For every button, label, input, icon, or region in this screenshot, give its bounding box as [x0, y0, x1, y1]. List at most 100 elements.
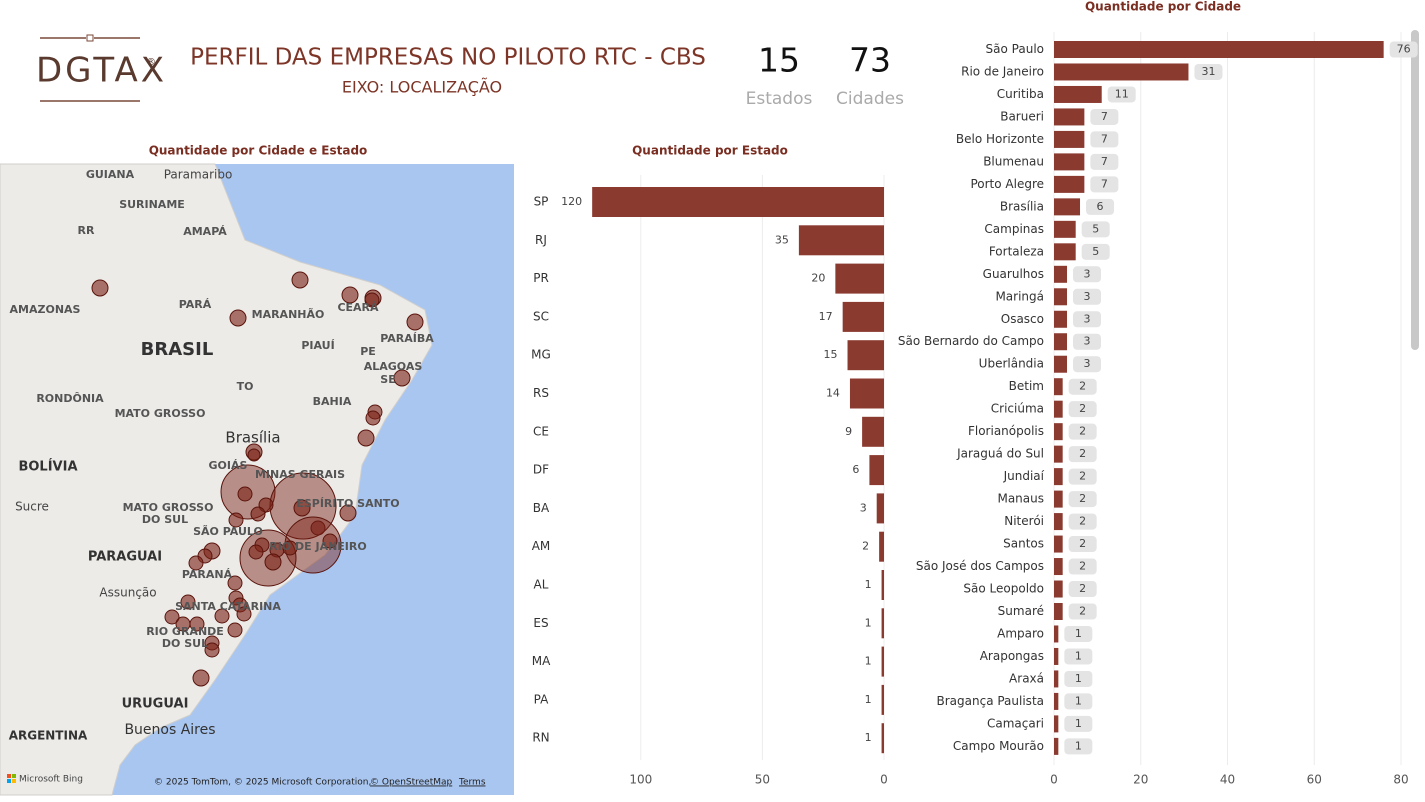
- data-label: 7: [1101, 177, 1108, 190]
- bar: [1054, 737, 1059, 755]
- y-tick-label: Maringá: [995, 289, 1044, 303]
- bar: [1054, 310, 1068, 328]
- data-label-badge: [1090, 108, 1119, 125]
- map-title: Quantidade por Cidade e Estado: [149, 144, 368, 158]
- data-label-badge: [1068, 581, 1097, 598]
- bar: [835, 263, 884, 294]
- data-label-badge: [1090, 153, 1119, 170]
- data-label: 3: [1084, 357, 1091, 370]
- map-label: AMAZONAS: [10, 303, 81, 316]
- map-label: BAHIA: [313, 395, 352, 408]
- map-bubble: [293, 499, 311, 517]
- map-label: BRASIL: [141, 339, 214, 360]
- bar: [1054, 378, 1063, 396]
- y-tick-label: Arapongas: [980, 649, 1044, 663]
- map-label: URUGUAI: [122, 697, 189, 712]
- data-label: 1: [1075, 649, 1082, 662]
- data-label: 3: [1084, 312, 1091, 325]
- data-label-badge: [1068, 603, 1097, 620]
- map-attribution-link[interactable]: Terms: [458, 778, 486, 788]
- data-label: 15: [824, 348, 838, 361]
- map-label: GOIÁS: [209, 459, 248, 472]
- bar: [876, 493, 884, 524]
- map-bubble: [248, 544, 264, 560]
- bar: [879, 531, 884, 562]
- data-label-badge: [1090, 176, 1119, 193]
- map-bubble: [227, 575, 243, 591]
- map-bubble: [322, 533, 338, 549]
- y-tick-label: Guarulhos: [983, 267, 1044, 281]
- bar: [881, 608, 884, 639]
- scrollbar[interactable]: [1411, 30, 1419, 350]
- data-label-badge: [1064, 693, 1093, 710]
- bar: [1054, 85, 1102, 103]
- chart-title: Quantidade por Cidade: [1085, 0, 1241, 14]
- bar: [881, 723, 884, 754]
- map-bubble: [339, 504, 357, 522]
- map-label: RIO GRANDE: [146, 625, 224, 638]
- map-label: DO SUL: [142, 513, 188, 526]
- map-attribution: © 2025 TomTom, © 2025 Microsoft Corporat…: [154, 778, 371, 788]
- data-label-badge: [1073, 288, 1102, 305]
- bing-logo: [7, 774, 11, 778]
- map-bubble: [291, 271, 309, 289]
- map-label: Buenos Aires: [124, 722, 215, 738]
- bar: [881, 646, 884, 677]
- data-label-badge: [1073, 266, 1102, 283]
- bar: [1054, 715, 1059, 733]
- bar: [1054, 670, 1059, 688]
- data-label-badge: [1068, 491, 1097, 508]
- data-label: 1: [865, 693, 872, 706]
- map-label: MATO GROSSO: [115, 407, 206, 420]
- map-label: SANTA CATARINA: [175, 600, 281, 613]
- x-tick-label: 80: [1393, 773, 1408, 787]
- data-label: 7: [1101, 132, 1108, 145]
- y-tick-label: PR: [533, 271, 549, 285]
- map-bubble: [237, 486, 253, 502]
- bar: [1054, 288, 1068, 306]
- map-label: AMAPÁ: [183, 225, 227, 238]
- data-label: 1: [1075, 694, 1082, 707]
- bar: [1054, 130, 1085, 148]
- bar: [1054, 647, 1059, 665]
- data-label: 5: [1092, 222, 1099, 235]
- y-tick-label: Betim: [1009, 379, 1044, 393]
- map-bubble: [214, 608, 230, 624]
- map-attribution-link[interactable]: © OpenStreetMap: [370, 778, 453, 788]
- chart-title: Quantidade por Estado: [632, 144, 788, 158]
- bar: [1054, 153, 1085, 171]
- bing-logo: [12, 779, 16, 783]
- data-label-badge: [1064, 625, 1093, 642]
- y-tick-label: Santos: [1003, 537, 1044, 551]
- map-bubble: [164, 609, 180, 625]
- map-label: ARGENTINA: [9, 729, 88, 743]
- data-label: 3: [1084, 335, 1091, 348]
- map-bubble: [341, 286, 359, 304]
- map-label: RIO DE JANEIRO: [269, 540, 366, 553]
- bar: [1054, 355, 1068, 373]
- data-label: 7: [1101, 155, 1108, 168]
- y-tick-label: SP: [534, 195, 549, 209]
- data-label: 2: [1079, 537, 1086, 550]
- map-label: GUIANA: [86, 168, 135, 181]
- bar: [1054, 468, 1063, 486]
- bar: [1054, 513, 1063, 531]
- x-tick-label: 50: [755, 773, 770, 787]
- bar: [849, 378, 884, 409]
- map-label: Sucre: [15, 500, 49, 514]
- data-label-badge: [1107, 86, 1136, 103]
- map-bubble: [229, 309, 247, 327]
- data-label: 2: [1079, 515, 1086, 528]
- y-tick-label: RN: [532, 731, 549, 745]
- data-label-badge: [1064, 738, 1093, 755]
- y-tick-label: RS: [533, 386, 549, 400]
- map-bubble: [91, 279, 109, 297]
- data-label-badge: [1086, 198, 1115, 215]
- data-label-badge: [1068, 513, 1097, 530]
- data-label: 20: [811, 272, 825, 285]
- data-label: 3: [860, 501, 867, 514]
- data-label: 1: [1075, 739, 1082, 752]
- data-label: 1: [1075, 627, 1082, 640]
- data-label-badge: [1068, 423, 1097, 440]
- data-label: 14: [826, 387, 840, 400]
